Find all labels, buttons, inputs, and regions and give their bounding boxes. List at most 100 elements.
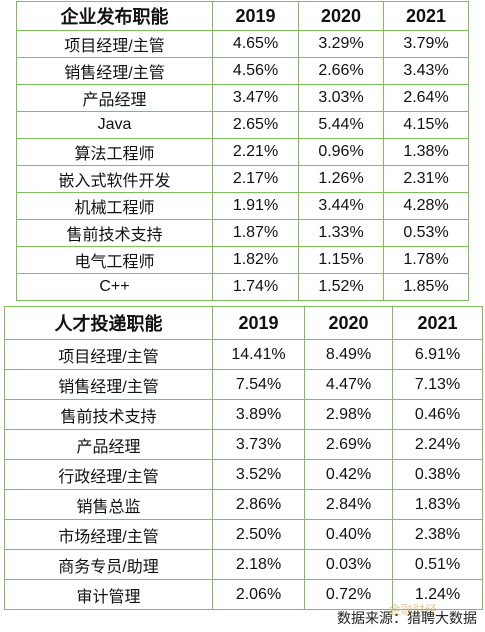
percentage-cell: 2.98% [304,399,393,430]
percentage-cell: 4.47% [304,369,393,400]
percentage-cell: 2.18% [212,549,305,580]
percentage-cell: 2.24% [392,429,483,460]
job-function-cell: 商务专员/助理 [4,549,213,580]
table-row: C++ 1.74% 1.52% 1.85% [16,273,469,301]
header-category-cell: 人才投递职能 [4,306,213,340]
header-year-cell: 2020 [298,1,384,31]
percentage-cell: 0.53% [383,219,469,247]
header-year-cell: 2021 [383,1,469,31]
percentage-cell: 4.65% [212,30,299,58]
job-function-cell: 销售经理/主管 [4,369,213,400]
percentage-cell: 0.51% [392,549,483,580]
percentage-cell: 0.42% [304,459,393,490]
percentage-cell: 2.66% [298,57,384,85]
job-function-cell: 项目经理/主管 [16,30,213,58]
percentage-cell: 1.15% [298,246,384,274]
percentage-cell: 3.44% [298,192,384,220]
job-function-cell: 销售总监 [4,489,213,520]
percentage-cell: 3.47% [212,84,299,112]
percentage-cell: 2.21% [212,138,299,166]
percentage-cell: 2.38% [392,519,483,550]
job-function-cell: 审计管理 [4,579,213,610]
percentage-cell: 2.64% [383,84,469,112]
percentage-cell: 1.82% [212,246,299,274]
job-function-cell: C++ [16,273,213,301]
job-function-cell: Java [16,111,213,139]
header-year-cell: 2019 [212,1,299,31]
watermark-text: 金融财经 [388,603,437,617]
table-row: 审计管理 2.06% 0.72% 1.24% [4,579,483,610]
percentage-cell: 1.83% [392,489,483,520]
percentage-cell: 0.38% [392,459,483,490]
table-row: 售前技术支持 1.87% 1.33% 0.53% [16,219,469,247]
percentage-cell: 1.87% [212,219,299,247]
percentage-cell: 2.17% [212,165,299,193]
percentage-cell: 7.13% [392,369,483,400]
job-function-cell: 行政经理/主管 [4,459,213,490]
percentage-cell: 3.79% [383,30,469,58]
percentage-cell: 4.28% [383,192,469,220]
table-row: 项目经理/主管 14.41% 8.49% 6.91% [4,339,483,370]
percentage-cell: 3.73% [212,429,305,460]
percentage-cell: 0.03% [304,549,393,580]
percentage-cell: 4.56% [212,57,299,85]
percentage-cell: 2.06% [212,579,305,610]
job-function-cell: 销售经理/主管 [16,57,213,85]
percentage-cell: 1.52% [298,273,384,301]
percentage-cell: 0.46% [392,399,483,430]
percentage-cell: 2.31% [383,165,469,193]
percentage-cell: 14.41% [212,339,305,370]
percentage-cell: 3.29% [298,30,384,58]
percentage-cell: 1.85% [383,273,469,301]
talent-application-table: 人才投递职能 2019 2020 2021 项目经理/主管 14.41% 8.49% 6.91… [4,306,483,610]
job-function-cell: 机械工程师 [16,192,213,220]
percentage-cell: 4.15% [383,111,469,139]
percentage-cell: 5.44% [298,111,384,139]
table-row: 售前技术支持 3.89% 2.98% 0.46% [4,399,483,430]
table-row: 行政经理/主管 3.52% 0.42% 0.38% [4,459,483,490]
table-row: 商务专员/助理 2.18% 0.03% 0.51% [4,549,483,580]
table-row: 销售总监 2.86% 2.84% 1.83% [4,489,483,520]
percentage-cell: 0.72% [304,579,393,610]
percentage-cell: 8.49% [304,339,393,370]
data-source-caption: 数据来源：猎聘大数据 [337,611,477,627]
table-row: Java 2.65% 5.44% 4.15% [16,111,469,139]
percentage-cell: 7.54% [212,369,305,400]
percentage-cell: 2.50% [212,519,305,550]
table-row: 嵌入式软件开发 2.17% 1.26% 2.31% [16,165,469,193]
header-row: 企业发布职能 2019 2020 2021 [16,1,469,31]
percentage-cell: 0.40% [304,519,393,550]
header-year-cell: 2021 [392,306,483,340]
job-function-cell: 产品经理 [16,84,213,112]
percentage-cell: 2.84% [304,489,393,520]
job-function-cell: 算法工程师 [16,138,213,166]
percentage-cell: 1.24% [392,579,483,610]
header-category-cell: 企业发布职能 [16,1,213,31]
job-function-cell: 市场经理/主管 [4,519,213,550]
table-row: 销售经理/主管 7.54% 4.47% 7.13% [4,369,483,400]
table-row: 产品经理 3.47% 3.03% 2.64% [16,84,469,112]
percentage-cell: 1.26% [298,165,384,193]
table-row: 项目经理/主管 4.65% 3.29% 3.79% [16,30,469,58]
percentage-cell: 0.96% [298,138,384,166]
job-function-cell: 售前技术支持 [4,399,213,430]
percentage-cell: 2.65% [212,111,299,139]
percentage-cell: 1.74% [212,273,299,301]
header-year-cell: 2019 [212,306,305,340]
percentage-cell: 6.91% [392,339,483,370]
table-row: 市场经理/主管 2.50% 0.40% 2.38% [4,519,483,550]
enterprise-posting-table: 企业发布职能 2019 2020 2021 项目经理/主管 4.65% 3.29% 3.79%… [16,1,469,301]
table-row: 电气工程师 1.82% 1.15% 1.78% [16,246,469,274]
job-function-cell: 嵌入式软件开发 [16,165,213,193]
job-function-cell: 电气工程师 [16,246,213,274]
percentage-cell: 2.86% [212,489,305,520]
percentage-cell: 3.89% [212,399,305,430]
header-year-cell: 2020 [304,306,393,340]
table-row: 产品经理 3.73% 2.69% 2.24% [4,429,483,460]
header-row: 人才投递职能 2019 2020 2021 [4,306,483,340]
percentage-cell: 2.69% [304,429,393,460]
percentage-cell: 1.38% [383,138,469,166]
job-function-cell: 项目经理/主管 [4,339,213,370]
table-row: 算法工程师 2.21% 0.96% 1.38% [16,138,469,166]
job-function-cell: 售前技术支持 [16,219,213,247]
